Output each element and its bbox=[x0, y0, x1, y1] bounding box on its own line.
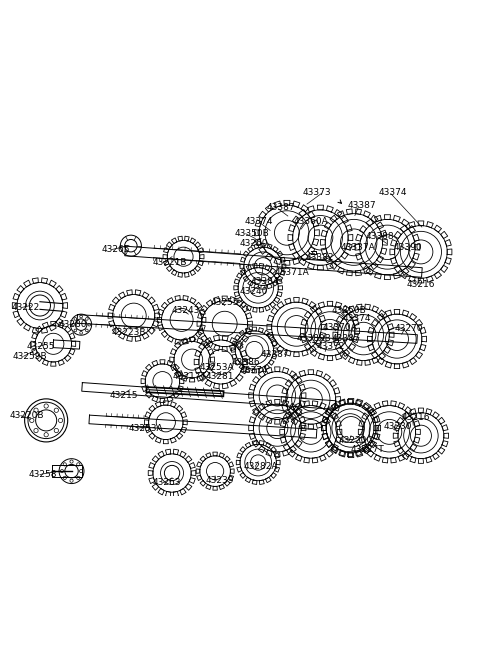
Text: 43372: 43372 bbox=[317, 342, 345, 351]
Text: 43374: 43374 bbox=[379, 188, 408, 196]
Text: 43371A: 43371A bbox=[275, 267, 309, 277]
Text: 43221B: 43221B bbox=[153, 258, 187, 267]
Text: 43387: 43387 bbox=[266, 204, 295, 212]
Text: 43253A: 43253A bbox=[199, 363, 234, 373]
Text: 43220C: 43220C bbox=[338, 436, 373, 445]
Text: 43222: 43222 bbox=[11, 303, 39, 312]
Text: 43265: 43265 bbox=[101, 245, 130, 254]
Text: 43220B: 43220B bbox=[9, 411, 44, 420]
Text: 43263: 43263 bbox=[153, 478, 181, 487]
Text: 43240: 43240 bbox=[240, 286, 268, 296]
Text: 43374: 43374 bbox=[245, 217, 273, 226]
Text: 43386: 43386 bbox=[231, 357, 260, 367]
Text: 43380B: 43380B bbox=[297, 334, 331, 342]
Text: 43374: 43374 bbox=[342, 315, 371, 323]
Text: 43387: 43387 bbox=[332, 334, 360, 342]
Text: 43337A: 43337A bbox=[340, 242, 375, 252]
Text: 43253A: 43253A bbox=[129, 424, 164, 432]
Text: 43374: 43374 bbox=[240, 366, 268, 375]
Text: 43223B: 43223B bbox=[112, 328, 146, 337]
Text: 43230: 43230 bbox=[384, 422, 412, 431]
Text: 43217T: 43217T bbox=[173, 372, 207, 381]
Text: 43216: 43216 bbox=[407, 280, 435, 289]
Text: 43390: 43390 bbox=[393, 242, 422, 252]
Text: 43216: 43216 bbox=[402, 413, 430, 422]
Text: 43280: 43280 bbox=[58, 320, 86, 329]
Text: 43387: 43387 bbox=[348, 201, 376, 210]
Text: 43350B: 43350B bbox=[332, 306, 367, 315]
Text: 43260: 43260 bbox=[240, 238, 268, 248]
Text: 43382: 43382 bbox=[306, 253, 335, 262]
Text: 43255: 43255 bbox=[210, 298, 239, 307]
Text: 43350B: 43350B bbox=[234, 229, 269, 238]
Text: 43215: 43215 bbox=[110, 391, 138, 400]
Text: 43239: 43239 bbox=[205, 476, 234, 486]
Text: 43281: 43281 bbox=[205, 372, 234, 381]
Text: 43258: 43258 bbox=[28, 470, 57, 479]
Text: 43370A: 43370A bbox=[323, 323, 357, 332]
Text: 43387: 43387 bbox=[260, 350, 289, 359]
Text: 43360A: 43360A bbox=[294, 217, 328, 226]
Text: 43373: 43373 bbox=[302, 188, 331, 196]
Text: 43282A: 43282A bbox=[244, 462, 278, 471]
Text: 43384: 43384 bbox=[251, 277, 279, 286]
Text: 43227T: 43227T bbox=[351, 445, 385, 453]
Text: 43255: 43255 bbox=[27, 342, 56, 351]
Text: 43388: 43388 bbox=[365, 232, 394, 241]
Text: 43259B: 43259B bbox=[12, 351, 48, 361]
Text: 43243: 43243 bbox=[172, 306, 201, 315]
Text: 43270: 43270 bbox=[394, 324, 422, 333]
